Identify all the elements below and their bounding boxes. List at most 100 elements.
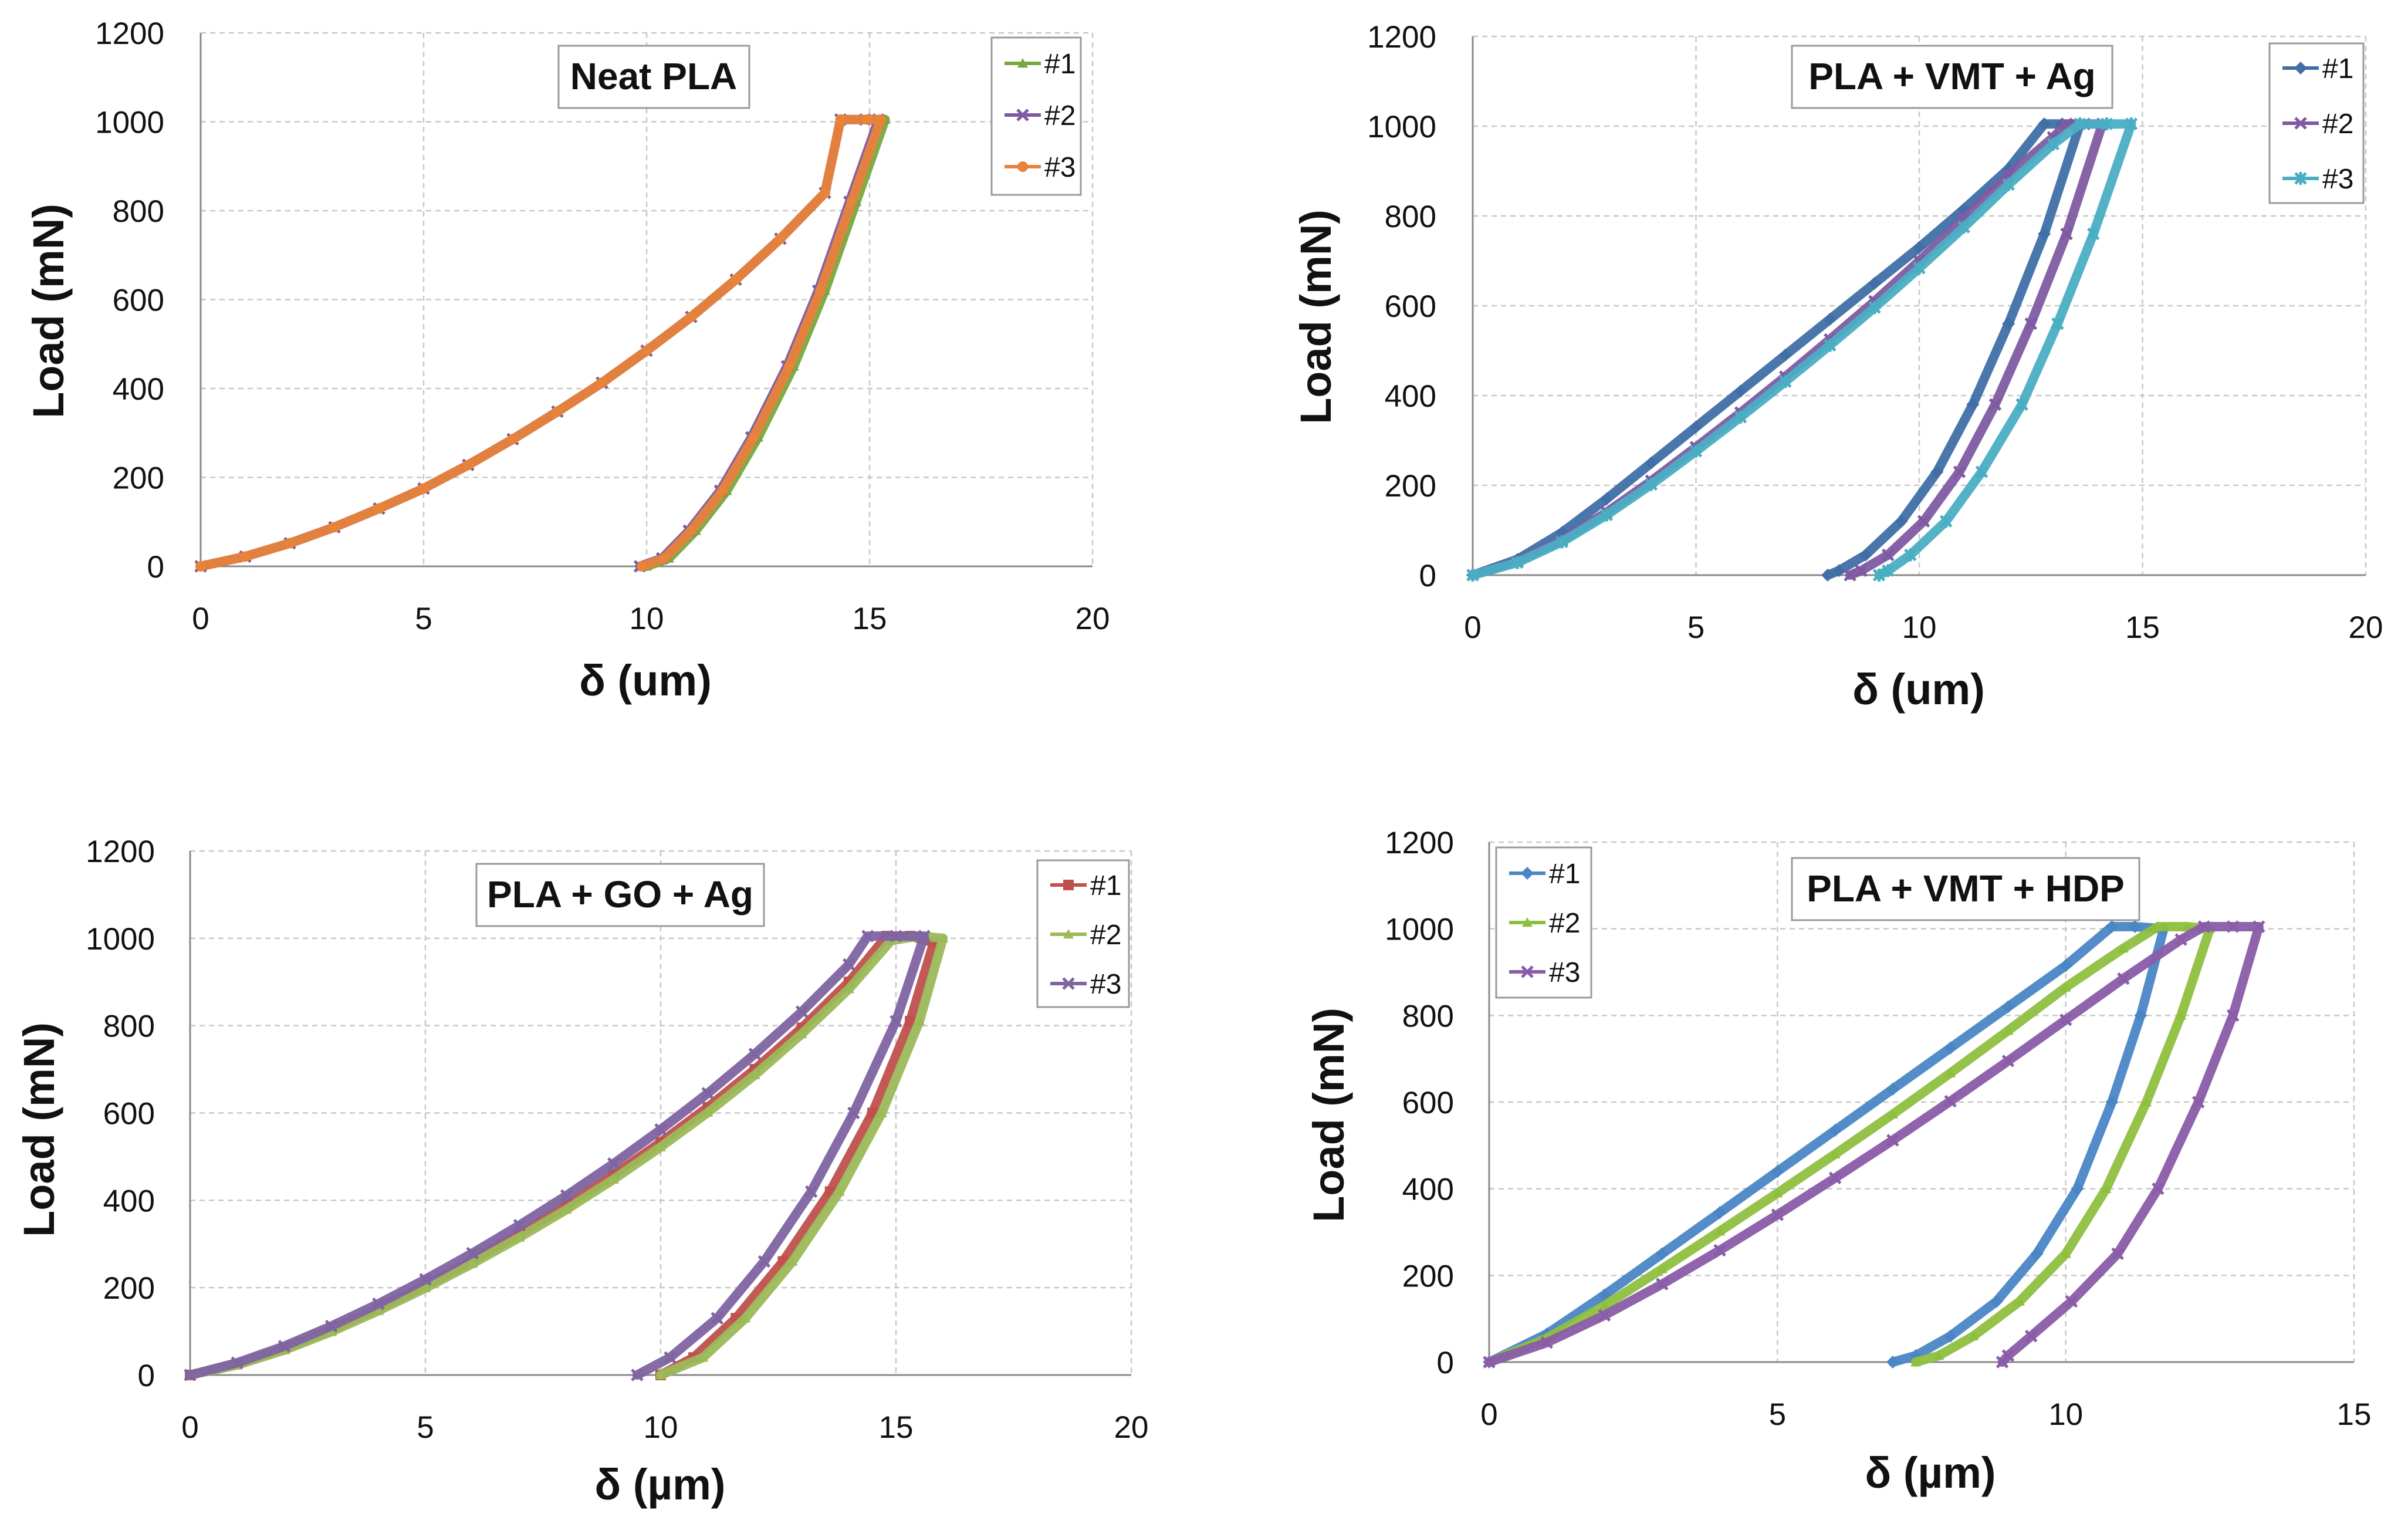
x-axis-title: δ (um) [1852, 665, 1985, 714]
data-point [820, 187, 830, 198]
x-tick-label: 20 [2349, 610, 2383, 645]
data-point [608, 1174, 619, 1184]
data-point [1828, 1123, 1842, 1137]
data-point [324, 1319, 338, 1333]
data-point [861, 930, 874, 942]
data-point [655, 1370, 666, 1380]
data-point [1945, 1067, 1956, 1077]
chart-title-box: PLA + VMT + HDP [1791, 857, 2140, 921]
data-point [698, 1352, 709, 1362]
data-point [2141, 1097, 2152, 1107]
series-line [1484, 922, 2264, 1367]
x-tick-label: 15 [853, 602, 887, 636]
data-point [1868, 276, 1881, 290]
x-axis-title: δ (µm) [594, 1460, 725, 1509]
data-point [905, 1016, 916, 1027]
data-point [2152, 921, 2163, 931]
data-point [560, 1189, 573, 1202]
data-point [862, 114, 873, 125]
data-point [2059, 1013, 2072, 1026]
data-point [846, 196, 857, 207]
data-point [2001, 1000, 2015, 1014]
data-point [795, 1005, 809, 1018]
legend-marker [2294, 172, 2307, 185]
data-point [775, 233, 786, 244]
series-line [1468, 119, 2136, 580]
data-point [1910, 1357, 1922, 1367]
chart-title: PLA + VMT + HDP [1807, 867, 2125, 910]
legend-label: #3 [2322, 164, 2353, 195]
data-point [2015, 398, 2028, 411]
data-point [2152, 1182, 2165, 1195]
legend-item: #1 [2282, 53, 2353, 85]
series-line [196, 114, 890, 571]
legend-item: #1 [1050, 870, 1121, 901]
x-tick-label: 0 [181, 1410, 198, 1445]
series-3 [184, 930, 931, 1381]
data-point [1944, 1329, 1957, 1343]
data-point [1689, 444, 1703, 458]
y-tick-label: 1000 [86, 922, 155, 957]
data-point [1996, 1356, 2009, 1369]
chart-title-box: PLA + VMT + Ag [1791, 45, 2113, 109]
data-point [784, 361, 795, 372]
data-point [1555, 535, 1568, 549]
data-point [514, 1232, 525, 1242]
chart-title: Neat PLA [570, 55, 738, 97]
legend-item: #3 [1050, 969, 1121, 1000]
data-point [195, 561, 206, 572]
data-point [2182, 921, 2193, 931]
legend-marker [1063, 929, 1074, 939]
data-point [2038, 227, 2051, 241]
data-point [717, 485, 728, 496]
x-axis-title: δ (µm) [1865, 1448, 1996, 1497]
data-point [1645, 456, 1658, 469]
data-point [2101, 1183, 2112, 1193]
data-point [466, 1246, 479, 1260]
data-point [1645, 478, 1658, 491]
data-point [2174, 933, 2187, 946]
data-point [1821, 569, 1834, 582]
data-point [654, 1123, 667, 1136]
data-point [2014, 1296, 2025, 1306]
series-2 [1484, 921, 2216, 1367]
data-point [1540, 1336, 1554, 1349]
data-point [552, 406, 563, 417]
data-point [2134, 1009, 2147, 1022]
legend-marker [1017, 58, 1028, 68]
legend-label: #1 [1044, 49, 1076, 80]
data-point [597, 377, 607, 388]
series-3 [1466, 117, 2138, 582]
data-point [2074, 117, 2086, 131]
data-point [467, 1258, 478, 1268]
data-point [2111, 1247, 2124, 1261]
x-tick-label: 20 [1114, 1410, 1149, 1445]
data-point [2051, 317, 2064, 330]
x-tick-label: 15 [879, 1410, 914, 1445]
data-point [2118, 942, 2129, 953]
data-point [2002, 317, 2015, 330]
chart-title: PLA + VMT + Ag [1808, 55, 2096, 97]
series-line [196, 114, 885, 571]
data-point [1771, 1208, 1784, 1221]
data-point [1689, 420, 1703, 434]
data-point [329, 522, 340, 533]
legend-label: #3 [1044, 152, 1076, 183]
data-point [1904, 548, 1917, 562]
data-point [2024, 317, 2038, 330]
data-point [843, 984, 854, 994]
legend-marker [1522, 917, 1533, 927]
y-axis-title: Load (mN) [1291, 210, 1340, 424]
data-point [686, 312, 696, 323]
legend-marker [1521, 965, 1534, 978]
data-point [1913, 261, 1926, 275]
data-point [1655, 1247, 1669, 1261]
data-point [463, 460, 474, 471]
data-point [2059, 959, 2072, 972]
data-point [1828, 1171, 1842, 1184]
legend-label: #3 [1090, 969, 1121, 1000]
y-tick-label: 0 [1437, 1346, 1454, 1380]
data-point [641, 345, 652, 356]
data-point [787, 1256, 798, 1266]
x-tick-label: 10 [630, 602, 664, 636]
